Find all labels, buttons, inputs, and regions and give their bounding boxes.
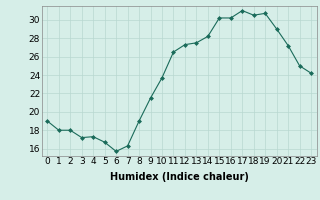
X-axis label: Humidex (Indice chaleur): Humidex (Indice chaleur) <box>110 172 249 182</box>
